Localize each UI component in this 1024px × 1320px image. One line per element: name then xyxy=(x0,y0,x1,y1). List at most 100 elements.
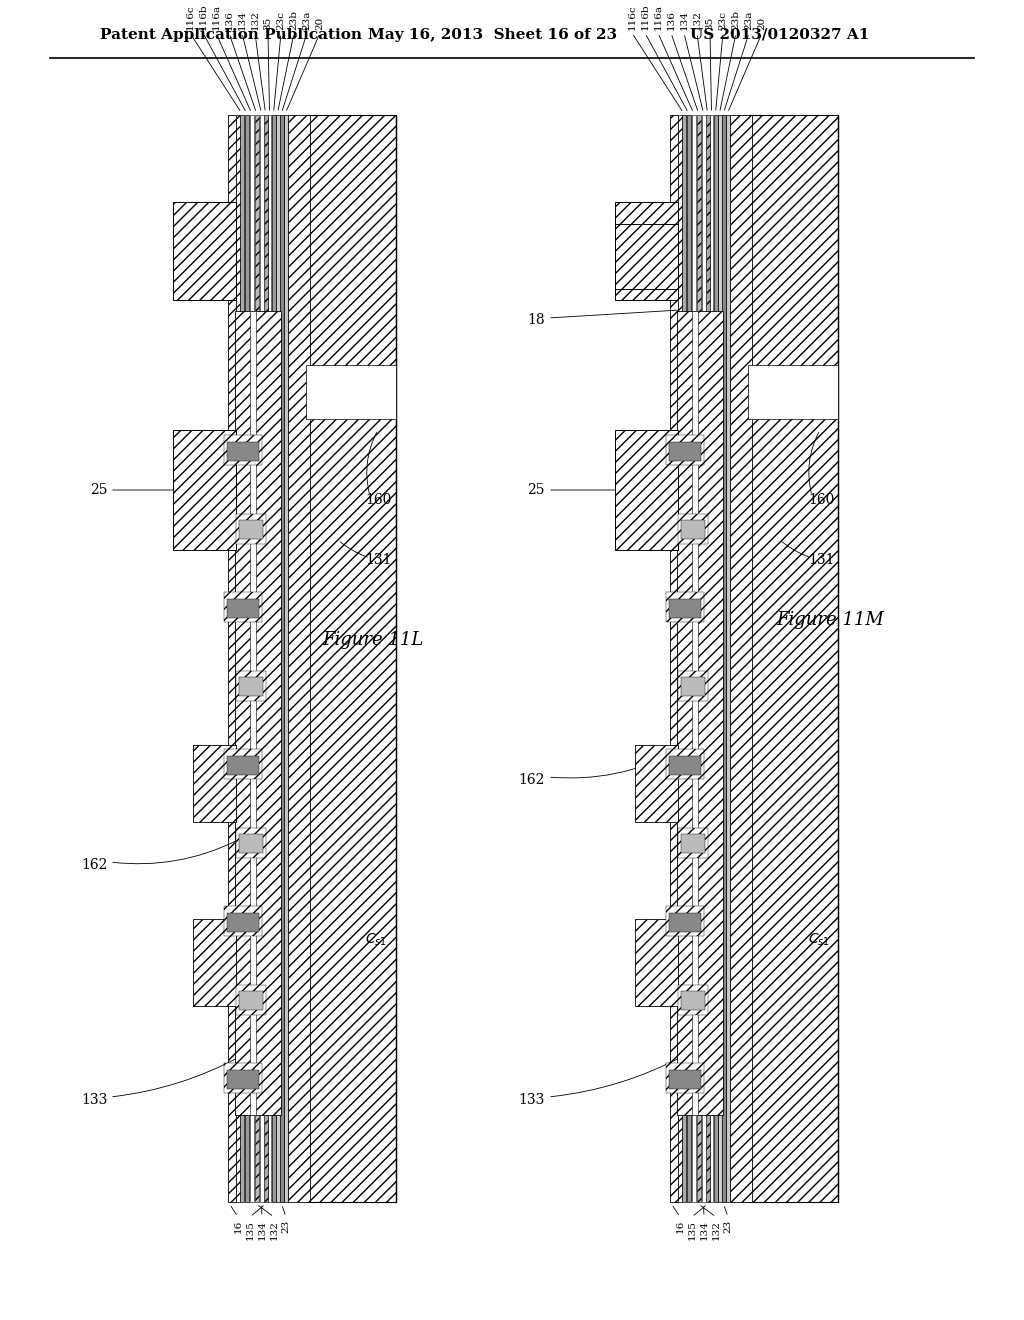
Bar xyxy=(173,430,236,550)
Text: 18: 18 xyxy=(527,313,545,327)
Bar xyxy=(236,985,266,1015)
Text: 116b: 116b xyxy=(640,4,649,30)
Bar xyxy=(710,115,713,1203)
Text: 16: 16 xyxy=(676,1220,684,1233)
Text: 35: 35 xyxy=(706,17,715,30)
Bar xyxy=(255,115,258,1203)
Text: 132: 132 xyxy=(269,1220,279,1239)
Bar xyxy=(666,748,705,779)
Bar xyxy=(227,912,259,932)
Text: 160: 160 xyxy=(808,492,835,507)
Bar xyxy=(615,223,678,289)
Text: 133: 133 xyxy=(518,1093,545,1107)
Bar xyxy=(666,906,705,936)
Bar xyxy=(681,520,705,540)
Bar xyxy=(224,906,262,936)
Text: 23c: 23c xyxy=(276,11,286,30)
Bar xyxy=(264,115,267,1203)
Bar xyxy=(678,985,708,1015)
Text: 135: 135 xyxy=(246,1220,255,1239)
Text: 16: 16 xyxy=(233,1220,243,1233)
Text: 136: 136 xyxy=(667,11,676,30)
Bar xyxy=(730,115,752,1203)
Bar xyxy=(615,430,678,550)
Bar xyxy=(726,115,729,1203)
Bar xyxy=(722,115,725,1203)
Bar xyxy=(224,436,262,465)
Text: 23: 23 xyxy=(282,1220,291,1233)
Text: 116a: 116a xyxy=(212,4,220,30)
Bar xyxy=(236,671,266,701)
Text: 35: 35 xyxy=(263,17,272,30)
Bar xyxy=(681,991,705,1011)
Text: 134: 134 xyxy=(238,11,247,30)
Text: 134: 134 xyxy=(699,1220,709,1239)
Bar xyxy=(224,1063,262,1093)
Bar xyxy=(227,598,259,618)
Bar xyxy=(239,520,263,540)
Text: $C_{s1}$: $C_{s1}$ xyxy=(365,932,387,948)
Bar xyxy=(666,436,705,465)
Text: 131: 131 xyxy=(808,553,835,568)
Bar xyxy=(692,310,698,1115)
Text: 134: 134 xyxy=(680,11,688,30)
Text: 162: 162 xyxy=(82,858,108,873)
Text: 131: 131 xyxy=(365,553,391,568)
Bar xyxy=(748,366,838,420)
Text: 23b: 23b xyxy=(290,11,299,30)
Text: Patent Application Publication: Patent Application Publication xyxy=(100,28,362,42)
Bar xyxy=(268,115,271,1203)
Text: May 16, 2013  Sheet 16 of 23: May 16, 2013 Sheet 16 of 23 xyxy=(368,28,617,42)
Bar xyxy=(245,115,249,1203)
Bar xyxy=(288,115,310,1203)
Bar xyxy=(669,912,701,932)
Text: US 2013/0120327 A1: US 2013/0120327 A1 xyxy=(690,28,869,42)
Text: 20: 20 xyxy=(758,17,767,30)
Text: 23b: 23b xyxy=(731,11,740,30)
Bar xyxy=(666,1063,705,1093)
Text: 25: 25 xyxy=(527,483,545,498)
Bar xyxy=(669,755,701,775)
Text: 23c: 23c xyxy=(719,11,727,30)
Text: Figure 11M: Figure 11M xyxy=(776,611,884,630)
Text: $C_{s1}$: $C_{s1}$ xyxy=(808,932,830,948)
Text: Figure 11L: Figure 11L xyxy=(323,631,424,649)
Bar xyxy=(670,115,678,1203)
Text: 160: 160 xyxy=(365,492,391,507)
Bar xyxy=(687,115,690,1203)
Bar xyxy=(276,115,280,1203)
Bar xyxy=(193,746,236,821)
Bar xyxy=(239,677,263,697)
Text: 136: 136 xyxy=(224,11,233,30)
Bar xyxy=(280,115,284,1203)
Bar xyxy=(239,991,263,1011)
Bar xyxy=(227,755,259,775)
Bar xyxy=(239,834,263,854)
Text: 134: 134 xyxy=(257,1220,266,1239)
Bar xyxy=(250,310,256,1115)
Bar xyxy=(702,115,706,1203)
Bar xyxy=(706,115,710,1203)
Bar xyxy=(250,115,254,1203)
Bar xyxy=(193,919,236,1006)
Bar xyxy=(678,115,682,1203)
Bar xyxy=(678,513,708,544)
Bar xyxy=(236,828,266,858)
Text: 162: 162 xyxy=(518,774,545,787)
Bar xyxy=(236,513,266,544)
Text: 23a: 23a xyxy=(744,11,754,30)
Bar xyxy=(748,115,838,1203)
Bar xyxy=(306,366,396,420)
Text: 116c: 116c xyxy=(185,4,195,30)
Bar xyxy=(697,115,700,1203)
Bar xyxy=(236,115,240,1203)
Bar xyxy=(678,828,708,858)
Bar xyxy=(228,115,236,1203)
Bar xyxy=(678,671,708,701)
Bar xyxy=(615,202,678,300)
Bar xyxy=(284,115,288,1203)
Bar xyxy=(272,115,275,1203)
Text: 116a: 116a xyxy=(653,4,663,30)
Bar xyxy=(260,115,263,1203)
Bar xyxy=(677,310,723,1115)
